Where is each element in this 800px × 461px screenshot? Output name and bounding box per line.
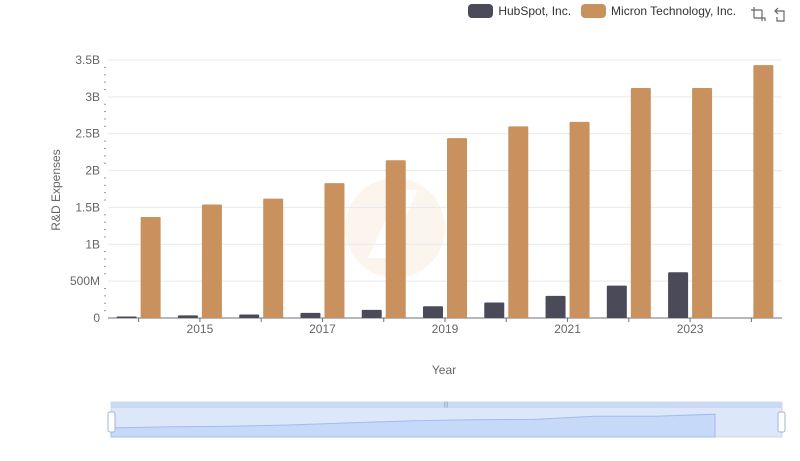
bar-hubspot-2015 — [177, 315, 198, 318]
data-zoom-handle-right[interactable] — [777, 411, 786, 433]
x-tick-label: 2019 — [432, 322, 459, 336]
y-tick-label: 3.5B — [75, 53, 100, 67]
x-tick-label: 2015 — [187, 322, 214, 336]
y-tick-label: 2B — [85, 164, 100, 178]
y-axis-title: R&D Expenses — [49, 149, 63, 230]
data-zoom-area — [110, 413, 716, 438]
bar-micron-2024 — [753, 65, 774, 318]
legend-item-micron[interactable]: Micron Technology, Inc. — [581, 4, 736, 18]
bars — [116, 65, 774, 318]
toolbox — [750, 6, 790, 22]
y-tick-label: 1.5B — [75, 200, 100, 214]
data-zoom-slider[interactable]: ||| — [107, 401, 786, 438]
bar-micron-2016 — [263, 198, 284, 318]
y-tick-label: 0 — [93, 311, 100, 325]
legend-swatch-hubspot — [468, 4, 494, 18]
x-tick-label: 2021 — [554, 322, 581, 336]
bar-hubspot-2023 — [668, 272, 689, 318]
bar-micron-2023 — [692, 88, 713, 318]
y-tick-label: 500M — [70, 274, 100, 288]
bar-micron-2014 — [140, 217, 161, 318]
legend-swatch-micron — [581, 4, 607, 18]
x-tick-label: 2023 — [677, 322, 704, 336]
legend: HubSpot, Inc. Micron Technology, Inc. — [468, 4, 736, 18]
bar-micron-2020 — [508, 126, 529, 318]
restore-icon[interactable] — [774, 6, 790, 22]
bar-hubspot-2014 — [116, 316, 137, 318]
data-zoom-top-bar[interactable] — [111, 402, 782, 408]
data-zoom-grip-icon[interactable]: ||| — [444, 402, 449, 408]
legend-label-micron: Micron Technology, Inc. — [611, 4, 736, 18]
legend-label-hubspot: HubSpot, Inc. — [498, 4, 572, 18]
y-tick-label: 2.5B — [75, 127, 100, 141]
bar-hubspot-2019 — [423, 306, 443, 318]
bar-micron-2022 — [630, 88, 651, 318]
zoom-icon[interactable] — [750, 6, 766, 22]
y-tick-label: 3B — [85, 90, 100, 104]
x-axis: 2015 2017 2019 2021 2023 — [108, 317, 782, 336]
bar-hubspot-2022 — [606, 285, 627, 318]
bar-hubspot-2020 — [484, 302, 505, 318]
bar-hubspot-2017 — [300, 312, 321, 318]
x-axis-title: Year — [432, 363, 456, 377]
y-tick-label: 1B — [85, 237, 100, 251]
bar-hubspot-2018 — [361, 309, 382, 318]
bar-micron-2017 — [324, 183, 345, 318]
y-axis: 0 500M 1B 1.5B 2B 2.5B 3B 3.5B — [70, 53, 106, 325]
bar-micron-2018 — [385, 160, 406, 318]
bar-micron-2021 — [569, 121, 590, 318]
bar-micron-2015 — [201, 204, 222, 318]
bar-hubspot-2021 — [545, 295, 566, 318]
x-tick-label: 2017 — [309, 322, 336, 336]
bar-hubspot-2016 — [239, 314, 260, 318]
bar-micron-2019 — [447, 138, 467, 318]
legend-item-hubspot[interactable]: HubSpot, Inc. — [468, 4, 571, 18]
data-zoom-selection[interactable] — [111, 402, 782, 437]
data-zoom-handle-left[interactable] — [107, 411, 116, 433]
